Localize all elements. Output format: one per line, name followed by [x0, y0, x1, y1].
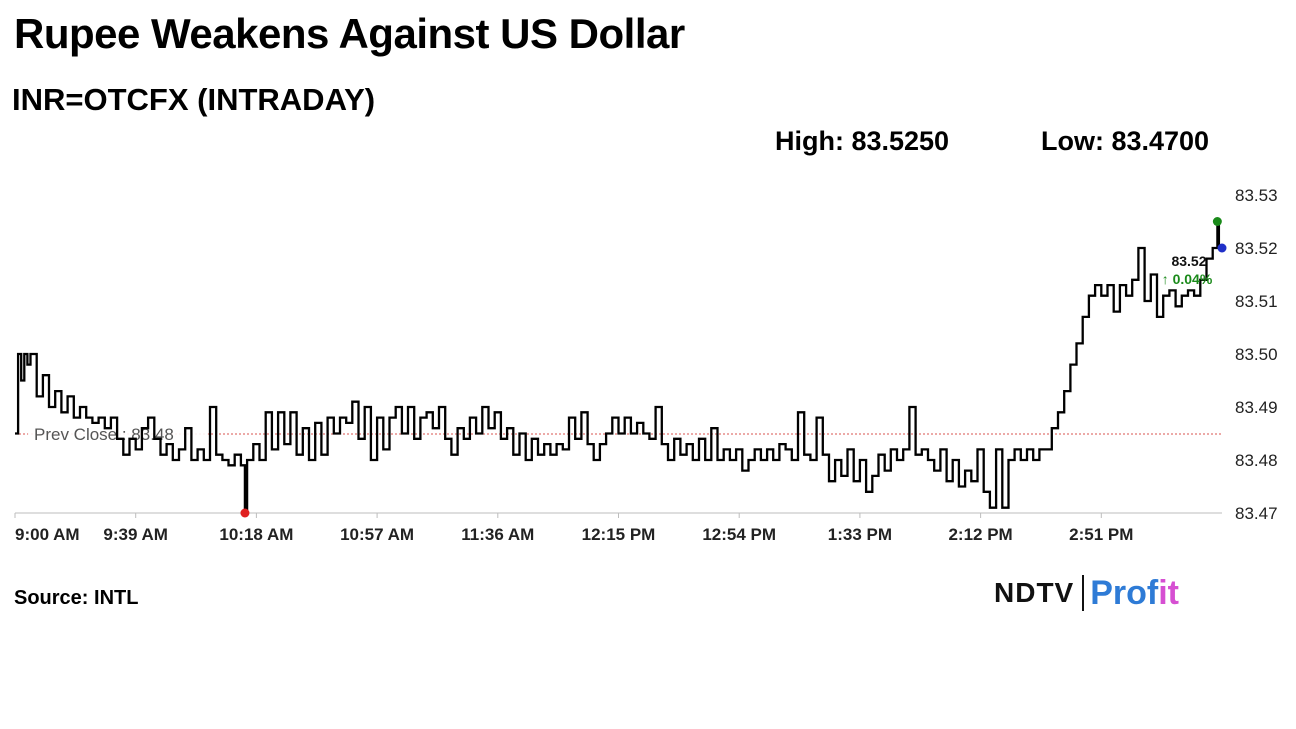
last-marker [1217, 243, 1227, 253]
chart-title: Rupee Weakens Against US Dollar [14, 10, 685, 57]
chart-subtitle: INR=OTCFX (INTRADAY) [12, 82, 376, 117]
x-tick-label: 2:51 PM [1069, 525, 1133, 544]
prev-close-label: Prev Close : 83.48 [34, 425, 174, 444]
y-axis: 83.47 83.48 83.49 83.50 83.51 83.52 83.53 [1235, 186, 1278, 523]
x-tick-label: 10:18 AM [219, 525, 293, 544]
x-tick-label: 12:15 PM [582, 525, 656, 544]
x-tick-label: 10:57 AM [340, 525, 414, 544]
x-tick-label: 9:00 AM [15, 525, 80, 544]
high-marker [1212, 217, 1222, 226]
y-tick-label: 83.49 [1235, 398, 1278, 417]
x-tick-label: 11:36 AM [461, 525, 534, 544]
x-tick-label: 12:54 PM [702, 525, 776, 544]
low-value: Low: 83.4700 [1041, 126, 1210, 156]
logo-profit-text: Profit [1090, 574, 1179, 613]
y-tick-label: 83.51 [1235, 292, 1278, 311]
y-tick-label: 83.50 [1235, 345, 1278, 364]
y-tick-label: 83.48 [1235, 451, 1278, 470]
y-tick-label: 83.53 [1235, 186, 1278, 205]
logo-divider [1082, 575, 1085, 611]
y-tick-label: 83.47 [1235, 504, 1278, 523]
last-value-label: 83.52 [1171, 253, 1206, 269]
logo-profit-main: Prof [1090, 573, 1159, 612]
ndtv-profit-logo: NDTV Profit [994, 572, 1179, 614]
low-marker [240, 508, 250, 518]
x-tick-label: 2:12 PM [948, 525, 1012, 544]
source-note: Source: INTL [14, 587, 139, 609]
last-change-label: ↑ 0.04% [1162, 271, 1213, 287]
high-value: High: 83.5250 [775, 126, 950, 156]
x-axis: 9:00 AM 9:39 AM 10:18 AM 10:57 AM 11:36 AM 12… [14, 513, 1133, 544]
x-tick-label: 1:33 PM [828, 525, 892, 544]
y-tick-label: 83.52 [1235, 239, 1278, 258]
price-line [15, 220, 1222, 515]
logo-profit-tail: it [1158, 573, 1180, 612]
logo-ndtv-text: NDTV [994, 577, 1075, 608]
x-tick-label: 9:39 AM [103, 525, 168, 544]
